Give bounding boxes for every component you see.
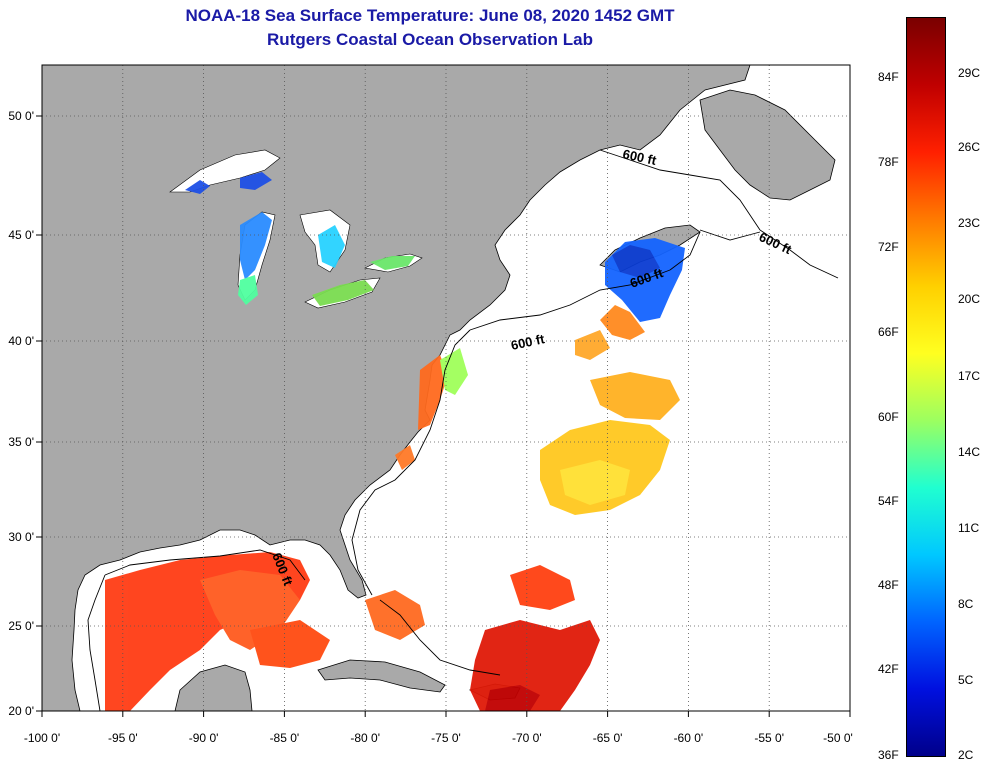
lon-label: -50 0'	[823, 731, 853, 745]
longitude-labels: -100 0' -95 0' -90 0' -85 0' -80 0' -75 …	[24, 731, 853, 745]
map-title: NOAA-18 Sea Surface Temperature: June 08…	[185, 6, 675, 25]
land-north-america	[42, 65, 751, 711]
colorbar-f-label: 78F	[878, 155, 899, 169]
lat-label: 20 0'	[8, 704, 34, 718]
lon-label: -95 0'	[108, 731, 138, 745]
colorbar-c-label: 8C	[958, 597, 974, 611]
colorbar-f-label: 54F	[878, 494, 899, 508]
graticule	[42, 65, 850, 711]
colorbar-c-label: 14C	[958, 445, 981, 459]
colorbar-c-label: 23C	[958, 216, 981, 230]
lat-label: 50 0'	[8, 109, 34, 123]
sst-data	[105, 172, 685, 711]
lon-label: -60 0'	[674, 731, 704, 745]
lon-label: -80 0'	[350, 731, 380, 745]
colorbar-f-label: 72F	[878, 240, 899, 254]
lat-label: 35 0'	[8, 435, 34, 449]
lat-label: 40 0'	[8, 334, 34, 348]
colorbar-f-label: 60F	[878, 410, 899, 424]
colorbar-c-label: 26C	[958, 140, 981, 154]
contour-label: 600 ft	[621, 146, 658, 168]
tick-marks	[36, 115, 851, 717]
map-subtitle: Rutgers Coastal Ocean Observation Lab	[267, 30, 593, 49]
contour-label: 600 ft	[510, 331, 547, 353]
colorbar-c-label: 2C	[958, 748, 974, 762]
colorbar-c-label: 17C	[958, 369, 981, 383]
lon-label: -100 0'	[24, 731, 60, 745]
lon-label: -65 0'	[593, 731, 623, 745]
colorbar-f-label: 36F	[878, 748, 899, 762]
colorbar-c-label: 11C	[958, 521, 980, 535]
colorbar-f-label: 48F	[878, 578, 899, 592]
lat-label: 25 0'	[8, 619, 34, 633]
lat-label: 30 0'	[8, 530, 34, 544]
lon-label: -75 0'	[431, 731, 461, 745]
colorbar-c-label: 5C	[958, 673, 974, 687]
temperature-colorbar	[906, 17, 946, 757]
colorbar-f-label: 84F	[878, 70, 899, 84]
latitude-labels: 50 0' 45 0' 40 0' 35 0' 30 0' 25 0' 20 0…	[8, 109, 34, 718]
lon-label: -85 0'	[270, 731, 300, 745]
lat-label: 45 0'	[8, 228, 34, 242]
colorbar-c-label: 29C	[958, 66, 981, 80]
lon-label: -90 0'	[189, 731, 219, 745]
land-newfoundland	[699, 89, 836, 201]
colorbar-f-label: 42F	[878, 662, 899, 676]
lon-label: -70 0'	[512, 731, 542, 745]
colorbar-f-label: 66F	[878, 325, 899, 339]
colorbar-c-label: 20C	[958, 292, 981, 306]
land-cuba	[317, 659, 446, 693]
lon-label: -55 0'	[754, 731, 784, 745]
land-yucatan	[174, 664, 253, 711]
